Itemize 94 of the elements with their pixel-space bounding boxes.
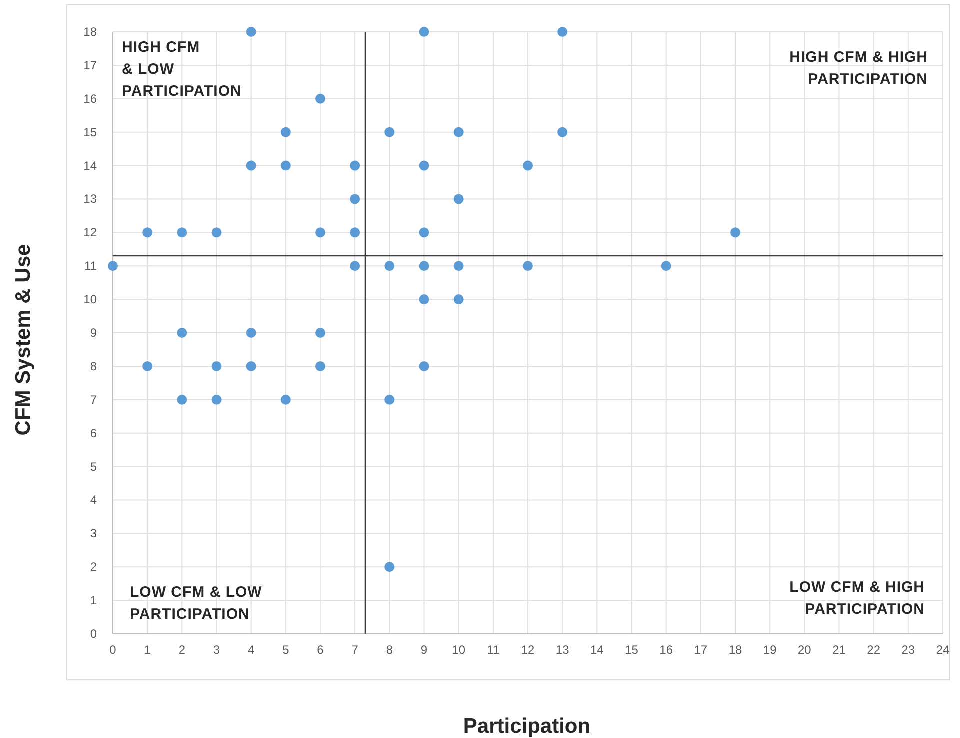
annotation: HIGH CFM & HIGH PARTICIPATION [790,49,928,88]
y-tick-label: 4 [90,493,98,508]
x-tick-label: 19 [763,643,778,657]
point [246,328,256,338]
y-tick-label: 14 [84,158,98,173]
x-tick-label: 11 [487,643,500,657]
x-tick-label: 0 [110,643,117,657]
y-tick-label: 5 [90,460,98,474]
point [316,228,326,238]
point [384,562,395,572]
point [419,294,430,305]
y-tick-label: 10 [84,292,98,307]
x-tick-label: 17 [694,643,708,657]
y-tick-label: 2 [90,560,98,574]
point [454,194,464,204]
point [280,394,291,405]
point [350,261,360,272]
point [454,261,464,272]
point [280,160,291,171]
point [419,27,430,37]
x-tick-label: 7 [352,643,359,657]
point [177,394,188,405]
x-tick-label: 24 [936,643,950,657]
annotation: LOW CFM & HIGH PARTICIPATION [790,579,925,618]
point [419,228,430,238]
x-tick-label: 15 [625,643,639,657]
point [730,228,740,238]
y-tick-label: 11 [84,259,98,274]
x-tick-label: 23 [902,643,916,657]
point [212,228,222,238]
point [523,261,533,272]
point [316,328,326,338]
point [177,228,188,238]
point [246,160,256,171]
x-tick-label: 4 [248,643,255,657]
x-tick-label: 12 [521,643,535,657]
y-tick-label: 15 [84,125,98,140]
annotation: LOW CFM & LOW PARTICIPATION [130,584,263,623]
x-tick-label: 5 [282,643,290,657]
y-tick-label: 8 [90,359,98,374]
x-tick-label: 9 [420,643,428,657]
x-tick-label: 6 [317,643,324,657]
point [246,27,256,37]
y-tick-label: 13 [84,192,98,206]
y-tick-label: 12 [84,226,98,240]
point [316,361,326,372]
point [142,228,153,238]
y-tick-label: 6 [90,426,98,440]
point [280,127,291,138]
y-axis-title: CFM System & Use [12,244,35,436]
x-tick-label: 2 [178,643,186,657]
point [661,261,672,272]
x-tick-label: 13 [556,643,570,657]
y-tick-label: 7 [90,392,98,407]
y-tick-label: 18 [84,25,98,39]
x-tick-label: 10 [452,643,466,657]
x-tick-label: 22 [867,643,881,657]
y-tick-label: 0 [90,627,98,641]
x-axis-title: Participation [463,715,591,738]
point [212,361,222,372]
point [558,127,568,138]
x-tick-label: 1 [144,643,152,657]
x-tick-label: 18 [728,643,742,657]
point [384,261,395,272]
point [419,261,430,272]
point [384,127,395,138]
point [316,94,326,104]
point [246,361,256,372]
y-tick-label: 3 [90,526,98,541]
point [142,361,153,372]
point [108,261,118,272]
y-tick-label: 9 [90,326,98,340]
x-tick-label: 16 [660,643,674,657]
point [177,328,188,338]
point [454,127,464,138]
x-tick-label: 3 [213,643,220,657]
point [558,27,568,37]
y-tick-label: 1 [90,594,98,608]
annotation: HIGH CFM & LOW PARTICIPATION [122,39,242,100]
point [350,194,360,204]
x-tick-label: 21 [832,643,846,657]
point [419,361,430,372]
point [523,160,533,171]
x-tick-label: 14 [590,643,604,657]
x-tick-label: 8 [386,643,394,657]
y-tick-label: 17 [84,58,98,72]
point [350,160,360,171]
point [419,160,430,171]
point [350,228,360,238]
x-tick-label: 20 [798,643,812,657]
point [454,294,464,305]
point [212,394,222,405]
point [384,394,395,405]
y-tick-label: 16 [84,92,98,106]
